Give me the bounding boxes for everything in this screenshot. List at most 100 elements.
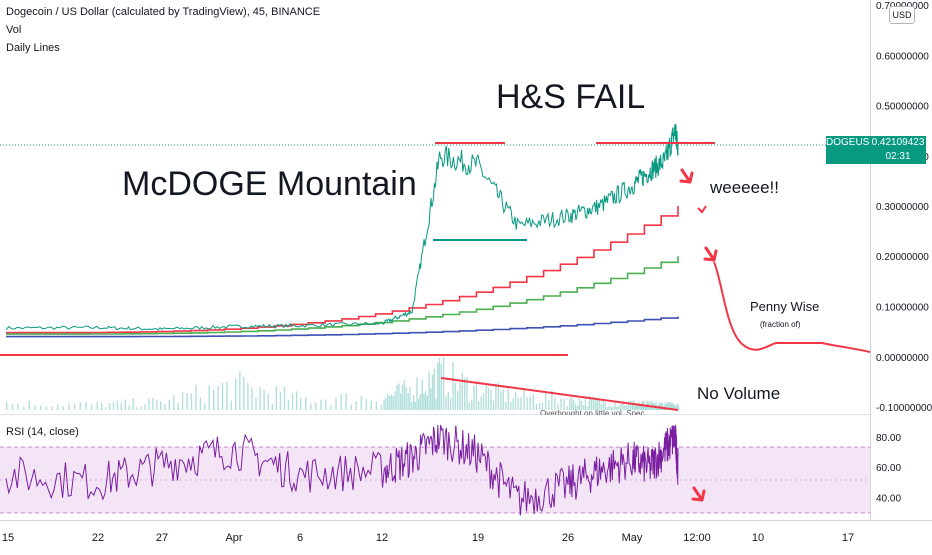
volume-bar (596, 399, 598, 410)
volume-bar (661, 403, 664, 410)
volume-bar (68, 403, 70, 410)
volume-bar (517, 397, 519, 410)
price-tick-label: -0.10000000 (876, 403, 932, 414)
volume-bar (649, 406, 652, 410)
volume-bar (588, 395, 591, 410)
volume-bar (132, 398, 134, 410)
price-tick-label: 0.10000000 (876, 303, 929, 314)
volume-bar (385, 398, 387, 410)
volume-bar (662, 408, 665, 410)
volume-bar (226, 381, 228, 410)
time-tick-label: 12:00 (683, 532, 711, 544)
volume-bar (108, 403, 111, 410)
volume-bar (120, 402, 122, 410)
volume-bar (636, 403, 638, 410)
volume-bar (350, 404, 352, 410)
volume-bar (251, 387, 253, 410)
rsi-layer (5, 424, 679, 516)
volume-bar (57, 404, 59, 410)
annotation-layer (0, 142, 871, 502)
time-tick-label: 19 (472, 532, 484, 544)
volume-bar (315, 402, 317, 410)
volume-bar (449, 398, 452, 410)
price-tick-label: 0.30000000 (876, 202, 929, 213)
hs-fail-annotation: H&S FAIL (496, 78, 646, 116)
volume-bar (431, 374, 434, 410)
volume-bar (590, 398, 592, 410)
volume-bar (576, 405, 579, 410)
volume-bar (124, 399, 126, 410)
volume-bar (671, 402, 673, 410)
volume-bar (638, 402, 640, 410)
symbol-legend[interactable]: Dogecoin / US Dollar (calculated by Trad… (6, 6, 321, 18)
volume-bar (300, 398, 302, 410)
volume-bar (632, 401, 634, 410)
volume-bar (160, 401, 162, 410)
volume-bar (34, 405, 36, 410)
volume-bar (459, 382, 461, 410)
volume-bar (136, 407, 138, 410)
volume-bar (492, 400, 495, 410)
volume-bar (433, 368, 435, 410)
price-tick-label: 0.20000000 (876, 252, 929, 263)
volume-bar (423, 393, 425, 410)
volume-bar (482, 393, 485, 410)
volume-bar (544, 392, 547, 410)
volume-bar (447, 392, 449, 410)
volume-bar (320, 399, 322, 410)
volume-bar (51, 406, 53, 410)
volume-bar (620, 404, 622, 410)
volume-bar (442, 357, 445, 410)
volume-bar (435, 398, 437, 410)
volume-bar (495, 383, 497, 410)
volume-bar (622, 401, 624, 410)
volume-bar (287, 400, 290, 410)
daily-lines-legend[interactable]: Daily Lines (6, 42, 60, 54)
volume-bar (330, 405, 332, 410)
volume-bar (510, 401, 512, 410)
volume-bar (578, 398, 581, 410)
volume-bar (275, 386, 277, 410)
volume-bar (594, 399, 596, 410)
time-tick-label: 12 (376, 532, 388, 544)
time-tick-label: 27 (156, 532, 168, 544)
volume-bar (554, 397, 556, 410)
time-tick-label: 26 (562, 532, 574, 544)
volume-bar (62, 406, 64, 410)
volume-bar (473, 385, 475, 410)
volume-bar (79, 402, 81, 410)
daily-line-red (6, 206, 679, 334)
volume-bar (452, 361, 454, 410)
volume-bar (17, 403, 19, 410)
time-tick-label: Apr (225, 532, 242, 544)
daily-line-blue (6, 316, 679, 338)
volume-bar (634, 406, 636, 410)
volume-bar (279, 391, 282, 410)
volume-bar (426, 395, 428, 410)
volume-bar (502, 389, 504, 410)
time-tick-label: 10 (752, 532, 764, 544)
volume-bar (345, 393, 347, 410)
volume-bar (396, 385, 398, 410)
price-tick-label: 0.00000000 (876, 353, 929, 364)
volume-bar (255, 397, 257, 410)
volume-bar (628, 401, 630, 410)
volume-bar (529, 396, 531, 410)
volume-bar (181, 391, 184, 410)
rsi-tick-label: 80.00 (876, 433, 901, 444)
volume-bar (259, 387, 261, 410)
volume-bar (85, 402, 87, 410)
volume-bar (606, 407, 608, 410)
vol-legend[interactable]: Vol (6, 24, 22, 36)
rsi-legend[interactable]: RSI (14, close) (6, 426, 79, 438)
volume-bar (659, 402, 661, 410)
volume-bar (96, 401, 98, 410)
volume-bar (101, 403, 103, 410)
currency-button[interactable]: USD (889, 6, 915, 24)
volume-bar (380, 404, 383, 410)
volume-bar (548, 400, 550, 410)
volume-bar (421, 379, 423, 410)
volume-bar (365, 399, 367, 410)
volume-bar (40, 405, 42, 410)
